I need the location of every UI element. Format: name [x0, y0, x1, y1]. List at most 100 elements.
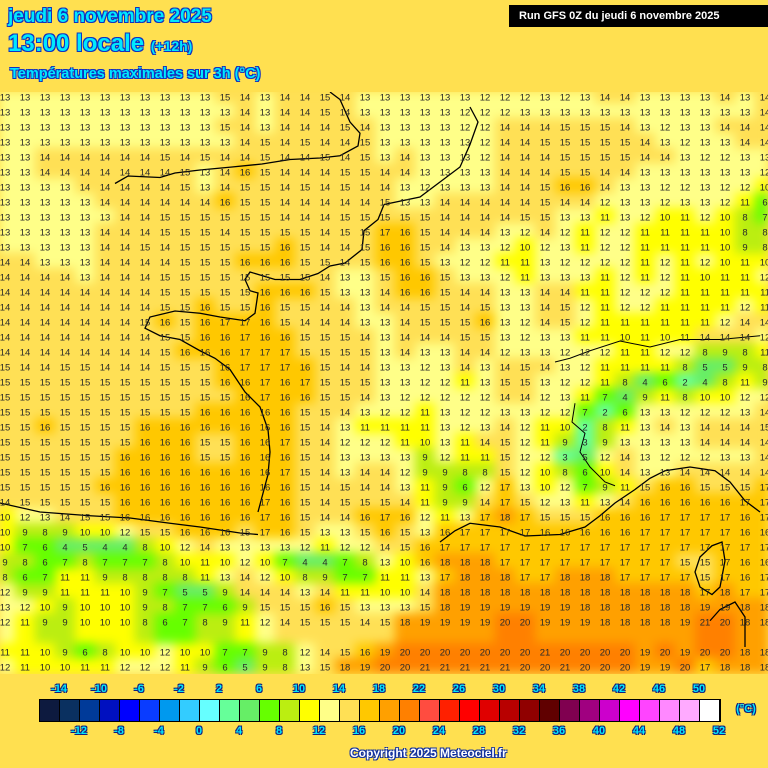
- temperature-value: 9: [562, 437, 568, 449]
- temperature-value: 16: [239, 392, 251, 404]
- temperature-value: 15: [219, 122, 231, 134]
- temperature-value: 15: [59, 362, 71, 374]
- temperature-value: 13: [0, 92, 11, 104]
- temperature-value: 16: [659, 497, 671, 509]
- temperature-value: 11: [640, 347, 650, 359]
- temperature-value: 13: [639, 122, 651, 134]
- temperature-value: 6: [22, 572, 28, 584]
- temperature-value: 15: [419, 257, 431, 269]
- temperature-value: 16: [179, 452, 191, 464]
- temperature-value: 14: [59, 287, 71, 299]
- temperature-value: 13: [359, 452, 371, 464]
- temperature-value: 13: [59, 92, 71, 104]
- temperature-value: 14: [0, 497, 11, 509]
- temperature-value: 13: [699, 122, 711, 134]
- temperature-value: 7: [22, 542, 28, 554]
- temperature-value: 13: [379, 317, 391, 329]
- temperature-value: 12: [399, 467, 411, 479]
- temperature-value: 17: [739, 587, 751, 599]
- temperature-value: 18: [459, 587, 471, 599]
- temperature-value: 11: [20, 617, 30, 629]
- temperature-value: 13: [659, 467, 671, 479]
- temperature-value: 13: [79, 137, 91, 149]
- temperature-value: 15: [299, 302, 311, 314]
- temperature-value: 8: [682, 392, 688, 404]
- temperature-value: 11: [60, 587, 70, 599]
- temperature-value: 19: [679, 647, 691, 659]
- temperature-value: 13: [0, 227, 11, 239]
- temperature-value: 13: [19, 92, 31, 104]
- temperature-value: 15: [299, 227, 311, 239]
- temperature-value: 13: [259, 107, 271, 119]
- temperature-value: 13: [519, 482, 531, 494]
- temperature-value: 14: [139, 332, 151, 344]
- temperature-value: 15: [219, 287, 231, 299]
- temperature-value: 13: [359, 407, 371, 419]
- temperature-value: 13: [199, 182, 211, 194]
- temperature-value: 14: [519, 197, 531, 209]
- temperature-value: 15: [159, 212, 171, 224]
- temperature-value: 16: [159, 467, 171, 479]
- temperature-value: 16: [359, 512, 371, 524]
- temperature-value: 16: [259, 422, 271, 434]
- temperature-value: 16: [279, 497, 291, 509]
- temperature-value: 13: [619, 197, 631, 209]
- temperature-value: 15: [199, 227, 211, 239]
- temperature-value: 14: [699, 332, 711, 344]
- temperature-value: 16: [179, 497, 191, 509]
- legend-swatch: [580, 700, 600, 721]
- temperature-value: 10: [179, 557, 191, 569]
- temperature-value: 17: [519, 527, 531, 539]
- temperature-field: [0, 92, 768, 674]
- temperature-value: 14: [379, 182, 391, 194]
- temperature-value: 10: [119, 587, 131, 599]
- temperature-value: 15: [19, 437, 31, 449]
- temperature-value: 11: [520, 272, 530, 284]
- temperature-value: 15: [239, 527, 251, 539]
- temperature-value: 14: [339, 512, 351, 524]
- temperature-value: 14: [99, 242, 111, 254]
- temperature-value: 15: [19, 407, 31, 419]
- temperature-value: 10: [79, 527, 91, 539]
- temperature-value: 9: [142, 587, 148, 599]
- temperature-value: 14: [79, 182, 91, 194]
- temperature-value: 13: [599, 107, 611, 119]
- temperature-value: 15: [579, 122, 591, 134]
- temperature-value: 9: [602, 482, 608, 494]
- temperature-value: 15: [239, 242, 251, 254]
- temperature-value: 14: [619, 92, 631, 104]
- temperature-value: 13: [439, 182, 451, 194]
- temperature-value: 8: [82, 557, 88, 569]
- temperature-value: 10: [699, 272, 711, 284]
- temperature-value: 17: [259, 512, 271, 524]
- temperature-value: 15: [419, 242, 431, 254]
- temperature-value: 15: [259, 272, 271, 284]
- temperature-value: 15: [199, 152, 211, 164]
- temperature-value: 13: [39, 182, 51, 194]
- temperature-value: 15: [719, 482, 731, 494]
- temperature-value: 12: [719, 152, 731, 164]
- temperature-value: 11: [360, 422, 370, 434]
- temperature-value: 15: [319, 152, 331, 164]
- temperature-value: 10: [399, 557, 411, 569]
- temperature-value: 10: [159, 542, 171, 554]
- temperature-value: 14: [119, 317, 131, 329]
- temperature-value: 16: [559, 182, 571, 194]
- temperature-value: 13: [59, 242, 71, 254]
- temperature-value: 4: [62, 542, 68, 554]
- temperature-value: 15: [519, 362, 531, 374]
- temperature-value: 8: [2, 572, 8, 584]
- temperature-value: 19: [439, 617, 451, 629]
- temperature-value: 17: [519, 572, 531, 584]
- local-time: 13:00 locale: [8, 30, 145, 57]
- temperature-value: 13: [39, 122, 51, 134]
- temperature-value: 15: [579, 512, 591, 524]
- temperature-value: 14: [479, 227, 491, 239]
- temperature-value: 12: [479, 482, 491, 494]
- legend-swatch: [480, 700, 500, 721]
- temperature-value: 8: [142, 572, 148, 584]
- temperature-value: 10: [419, 437, 431, 449]
- temperature-value: 7: [162, 587, 168, 599]
- temperature-value: 17: [459, 542, 471, 554]
- temperature-value: 12: [699, 212, 711, 224]
